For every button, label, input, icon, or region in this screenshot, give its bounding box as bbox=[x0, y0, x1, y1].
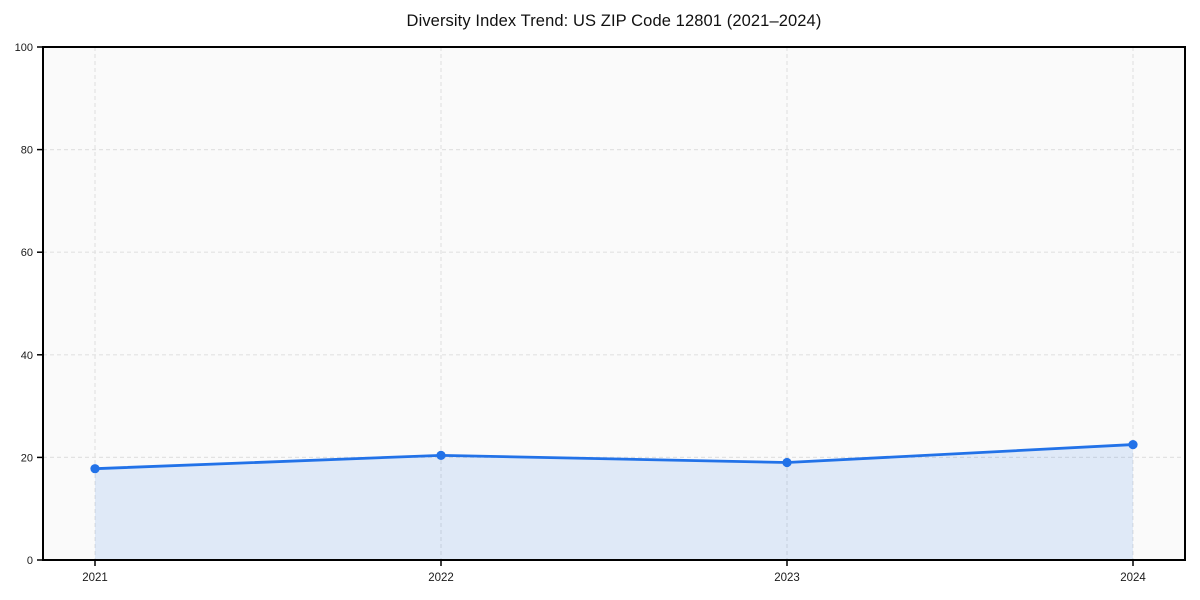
data-point-marker bbox=[1128, 439, 1138, 450]
plot-background bbox=[43, 47, 1185, 560]
y-tick-label: 100 bbox=[15, 42, 33, 54]
y-tick-label: 40 bbox=[21, 350, 33, 362]
x-tick-label: 2022 bbox=[428, 572, 454, 584]
x-tick-label: 2023 bbox=[774, 572, 800, 584]
data-point-marker bbox=[782, 457, 792, 468]
trend-line bbox=[93, 443, 1135, 471]
y-tick-label: 0 bbox=[27, 555, 33, 567]
data-point-marker bbox=[436, 450, 446, 460]
chart-title: Diversity Index Trend: US ZIP Code 12801… bbox=[406, 12, 822, 30]
y-tick-label: 80 bbox=[21, 145, 33, 157]
axes-border bbox=[42, 46, 1186, 561]
y-tick-label: 20 bbox=[21, 452, 33, 464]
y-tick-label: 60 bbox=[21, 247, 33, 259]
data-point-marker bbox=[90, 464, 100, 474]
x-tick-label: 2021 bbox=[82, 572, 108, 584]
x-tick-label: 2024 bbox=[1120, 572, 1146, 584]
area-fill bbox=[95, 444, 1133, 560]
